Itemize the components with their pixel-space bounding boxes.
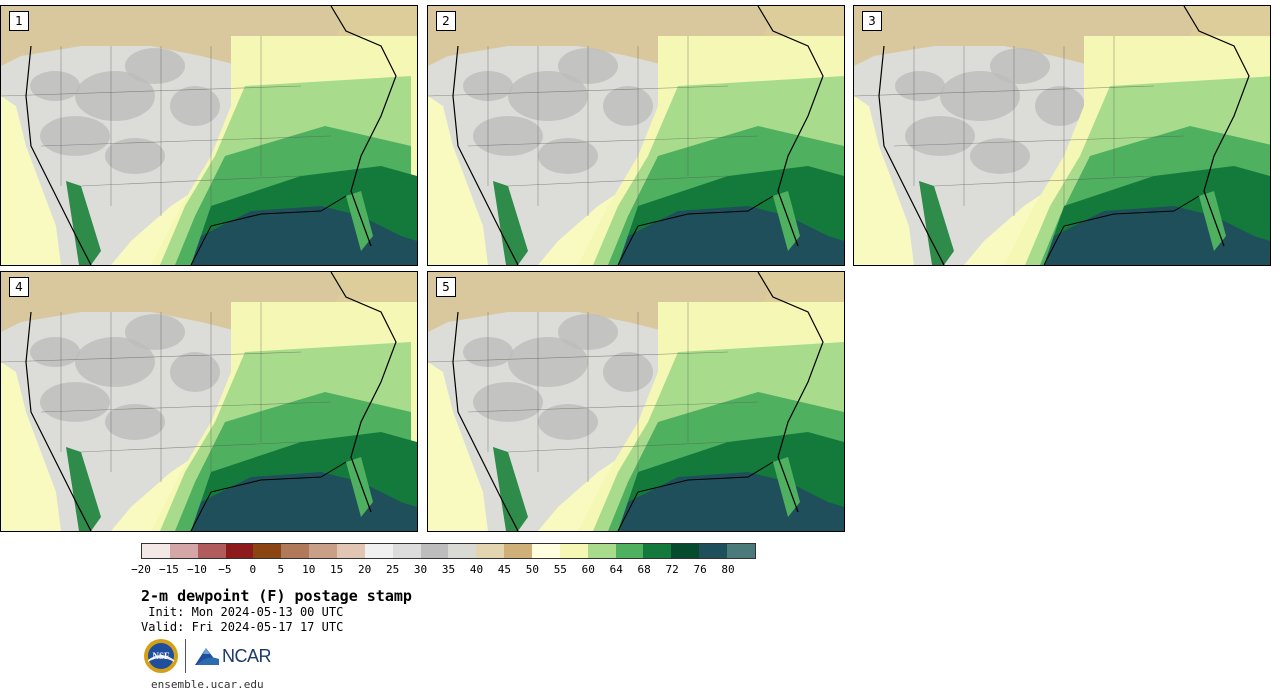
colorbar-swatch bbox=[727, 544, 755, 558]
colorbar-swatch bbox=[281, 544, 310, 558]
colorbar-swatch bbox=[671, 544, 700, 558]
logos: NSF NCAR bbox=[143, 637, 272, 675]
colorbar-swatch bbox=[309, 544, 338, 558]
colorbar-swatch bbox=[142, 544, 170, 558]
panel-1: 1 bbox=[0, 5, 418, 266]
dewpoint-map-4 bbox=[1, 272, 417, 531]
colorbar-tick-label: 50 bbox=[525, 563, 539, 576]
panel-number: 2 bbox=[436, 11, 456, 31]
colorbar-tick-label: 60 bbox=[581, 563, 595, 576]
colorbar-tick-label: −10 bbox=[186, 563, 207, 576]
panel-4: 4 bbox=[0, 271, 418, 532]
colorbar-tick-label: 40 bbox=[469, 563, 484, 576]
panel-3: 3 bbox=[853, 5, 1271, 266]
colorbar-swatch bbox=[615, 544, 644, 558]
nsf-logo-text: NSF bbox=[152, 651, 170, 661]
colorbar-tick-label: 25 bbox=[385, 563, 400, 576]
colorbar-swatch bbox=[476, 544, 505, 558]
colorbar-tick-label: 0 bbox=[249, 563, 257, 576]
colorbar-swatch bbox=[253, 544, 282, 558]
colorbar-tick-label: 64 bbox=[609, 563, 623, 576]
nsf-logo-icon: NSF bbox=[144, 639, 178, 673]
colorbar-swatch bbox=[420, 544, 449, 558]
dewpoint-map-3 bbox=[854, 6, 1270, 265]
colorbar-tick-label: 80 bbox=[721, 563, 735, 576]
colorbar-tick-label: −15 bbox=[159, 563, 179, 576]
colorbar-swatch bbox=[337, 544, 365, 558]
colorbar-tick-labels: −20 −15 −10 −5 0 5 10 15 20 25 30 35 40 45 50 55 60 64 68 7… bbox=[131, 563, 756, 577]
colorbar-swatch bbox=[225, 544, 254, 558]
ncar-logo-text: NCAR bbox=[222, 645, 272, 666]
colorbar-swatch bbox=[643, 544, 672, 558]
colorbar-tick-label: 76 bbox=[693, 563, 707, 576]
site-url: ensemble.ucar.edu bbox=[151, 678, 264, 691]
colorbar-tick-label: 20 bbox=[358, 563, 372, 576]
ncar-swoosh-icon bbox=[195, 648, 219, 665]
colorbar-swatch bbox=[587, 544, 616, 558]
colorbar bbox=[141, 543, 756, 559]
colorbar-tick-label: 55 bbox=[553, 563, 567, 576]
colorbar-swatch bbox=[197, 544, 226, 558]
panel-number: 3 bbox=[862, 11, 882, 31]
dewpoint-map-5 bbox=[428, 272, 844, 531]
colorbar-swatch bbox=[699, 544, 728, 558]
colorbar-swatch bbox=[448, 544, 477, 558]
ncar-logo: NCAR bbox=[194, 645, 272, 667]
colorbar-swatch bbox=[559, 544, 588, 558]
panel-number: 5 bbox=[436, 277, 456, 297]
colorbar-tick-label: 45 bbox=[497, 563, 512, 576]
colorbar-tick-label: 5 bbox=[277, 563, 285, 576]
logo-divider bbox=[185, 639, 186, 673]
init-time: Init: Mon 2024-05-13 00 UTC bbox=[141, 605, 344, 619]
colorbar-swatch bbox=[364, 544, 393, 558]
colorbar-tick-label: 68 bbox=[637, 563, 651, 576]
panel-number: 4 bbox=[9, 277, 29, 297]
colorbar-tick-label: 30 bbox=[413, 563, 428, 576]
colorbar-tick-label: 15 bbox=[330, 563, 344, 576]
dewpoint-map-2 bbox=[428, 6, 844, 265]
dewpoint-map-1 bbox=[1, 6, 417, 265]
page-title: 2-m dewpoint (F) postage stamp bbox=[141, 587, 412, 605]
panel-5: 5 bbox=[427, 271, 845, 532]
valid-time: Valid: Fri 2024-05-17 17 UTC bbox=[141, 620, 344, 634]
panel-number: 1 bbox=[9, 11, 29, 31]
colorbar-swatch bbox=[392, 544, 421, 558]
colorbar-swatch bbox=[169, 544, 198, 558]
colorbar-swatch bbox=[532, 544, 560, 558]
colorbar-tick-label: −20 bbox=[131, 563, 151, 576]
colorbar-tick-label: 10 bbox=[302, 563, 316, 576]
colorbar-swatch bbox=[504, 544, 533, 558]
panel-2: 2 bbox=[427, 5, 845, 266]
colorbar-tick-label: −5 bbox=[218, 563, 232, 576]
colorbar-tick-label: 72 bbox=[665, 563, 679, 576]
colorbar-tick-label: 35 bbox=[441, 563, 456, 576]
